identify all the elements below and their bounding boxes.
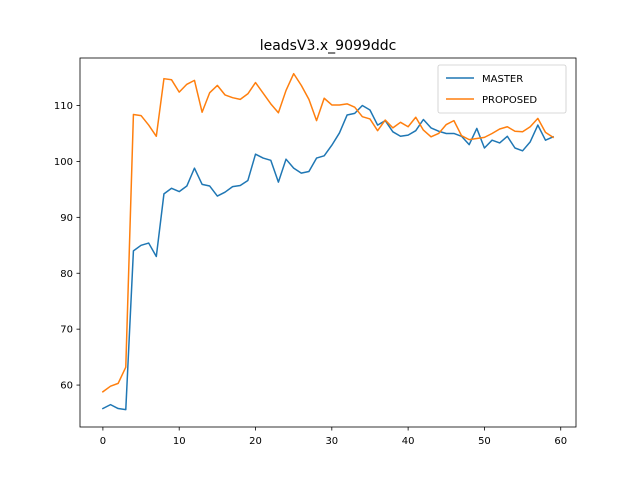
series-line-master [101,104,555,411]
axes-frame [79,57,577,428]
x-tick-label: 50 [478,436,491,447]
x-tick-label: 40 [402,436,415,447]
chart-title: leadsV3.x_9099ddc [260,38,397,54]
legend-label-master: MASTER [482,74,523,85]
x-tick-label: 20 [249,436,262,447]
y-tick-label: 90 [60,213,73,224]
legend-box [437,64,567,114]
x-tick-label: 30 [325,436,338,447]
legend: MASTER PROPOSED [437,64,567,114]
x-tick-label: 10 [173,436,186,447]
y-tick-label: 80 [60,269,73,280]
y-tick-label: 100 [54,157,73,168]
x-tick-label: 60 [554,436,567,447]
series-line-proposed [101,72,555,393]
y-tick-label: 110 [54,101,73,112]
plot-area [101,72,555,411]
y-tick-label: 70 [60,325,73,336]
y-tick-label: 60 [60,381,73,392]
x-tick-label: 0 [100,436,106,447]
legend-label-proposed: PROPOSED [482,95,537,106]
axes: 0 10 20 30 40 50 60 60 70 80 90 100 110 [54,57,577,447]
